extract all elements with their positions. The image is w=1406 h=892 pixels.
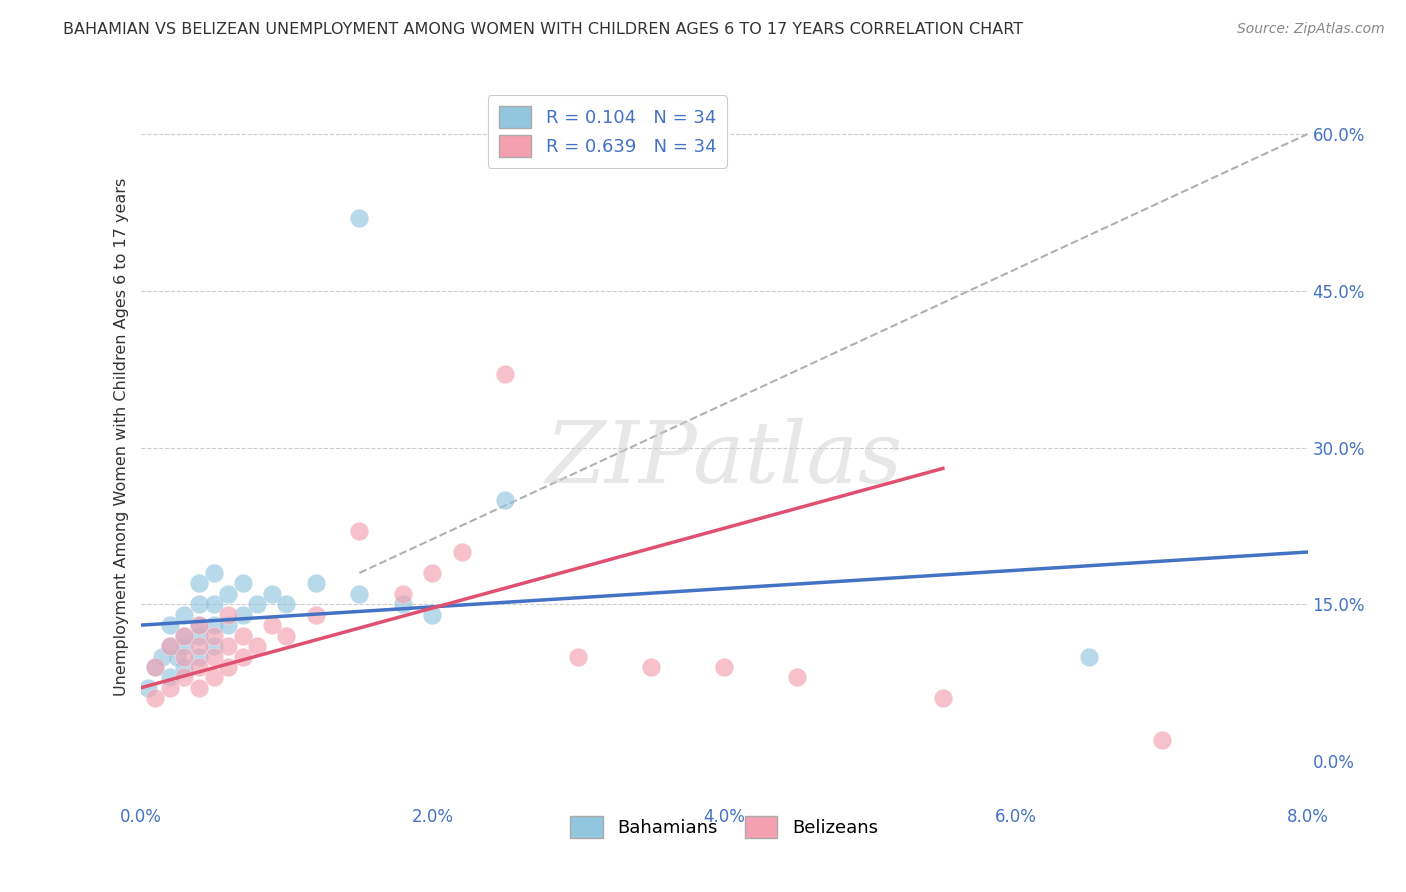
- Text: ZIPatlas: ZIPatlas: [546, 417, 903, 500]
- Point: [217, 660, 239, 674]
- Point: [450, 545, 472, 559]
- Point: [173, 649, 195, 664]
- Point: [173, 670, 195, 684]
- Point: [159, 618, 181, 632]
- Point: [494, 492, 516, 507]
- Point: [188, 629, 211, 643]
- Point: [188, 618, 211, 632]
- Point: [202, 639, 225, 653]
- Point: [202, 649, 225, 664]
- Point: [217, 587, 239, 601]
- Point: [188, 681, 211, 695]
- Point: [640, 660, 662, 674]
- Text: Source: ZipAtlas.com: Source: ZipAtlas.com: [1237, 22, 1385, 37]
- Point: [143, 660, 166, 674]
- Point: [932, 691, 955, 706]
- Point: [188, 649, 211, 664]
- Point: [276, 629, 298, 643]
- Point: [188, 660, 211, 674]
- Legend: Bahamians, Belizeans: Bahamians, Belizeans: [564, 808, 884, 845]
- Text: BAHAMIAN VS BELIZEAN UNEMPLOYMENT AMONG WOMEN WITH CHILDREN AGES 6 TO 17 YEARS C: BAHAMIAN VS BELIZEAN UNEMPLOYMENT AMONG …: [63, 22, 1024, 37]
- Point: [305, 607, 328, 622]
- Point: [232, 607, 254, 622]
- Point: [260, 618, 283, 632]
- Point: [494, 368, 516, 382]
- Point: [713, 660, 735, 674]
- Point: [202, 670, 225, 684]
- Point: [305, 576, 328, 591]
- Point: [392, 587, 415, 601]
- Point: [143, 660, 166, 674]
- Point: [260, 587, 283, 601]
- Point: [246, 639, 269, 653]
- Point: [349, 524, 371, 538]
- Point: [188, 576, 211, 591]
- Point: [217, 618, 239, 632]
- Point: [159, 639, 181, 653]
- Point: [202, 618, 225, 632]
- Point: [143, 691, 166, 706]
- Point: [232, 629, 254, 643]
- Point: [152, 649, 174, 664]
- Y-axis label: Unemployment Among Women with Children Ages 6 to 17 years: Unemployment Among Women with Children A…: [114, 178, 129, 696]
- Point: [166, 649, 188, 664]
- Point: [173, 629, 195, 643]
- Point: [276, 597, 298, 611]
- Point: [1077, 649, 1099, 664]
- Point: [188, 597, 211, 611]
- Point: [422, 566, 444, 580]
- Point: [246, 597, 269, 611]
- Point: [232, 649, 254, 664]
- Point: [349, 587, 371, 601]
- Point: [159, 681, 181, 695]
- Point: [217, 607, 239, 622]
- Point: [159, 639, 181, 653]
- Point: [217, 639, 239, 653]
- Point: [1150, 733, 1173, 747]
- Point: [567, 649, 589, 664]
- Point: [232, 576, 254, 591]
- Point: [159, 670, 181, 684]
- Point: [392, 597, 415, 611]
- Point: [173, 629, 195, 643]
- Point: [136, 681, 159, 695]
- Point: [202, 629, 225, 643]
- Point: [349, 211, 371, 225]
- Point: [202, 597, 225, 611]
- Point: [188, 639, 211, 653]
- Point: [422, 607, 444, 622]
- Point: [786, 670, 808, 684]
- Point: [202, 566, 225, 580]
- Point: [173, 639, 195, 653]
- Point: [173, 660, 195, 674]
- Point: [173, 607, 195, 622]
- Point: [188, 618, 211, 632]
